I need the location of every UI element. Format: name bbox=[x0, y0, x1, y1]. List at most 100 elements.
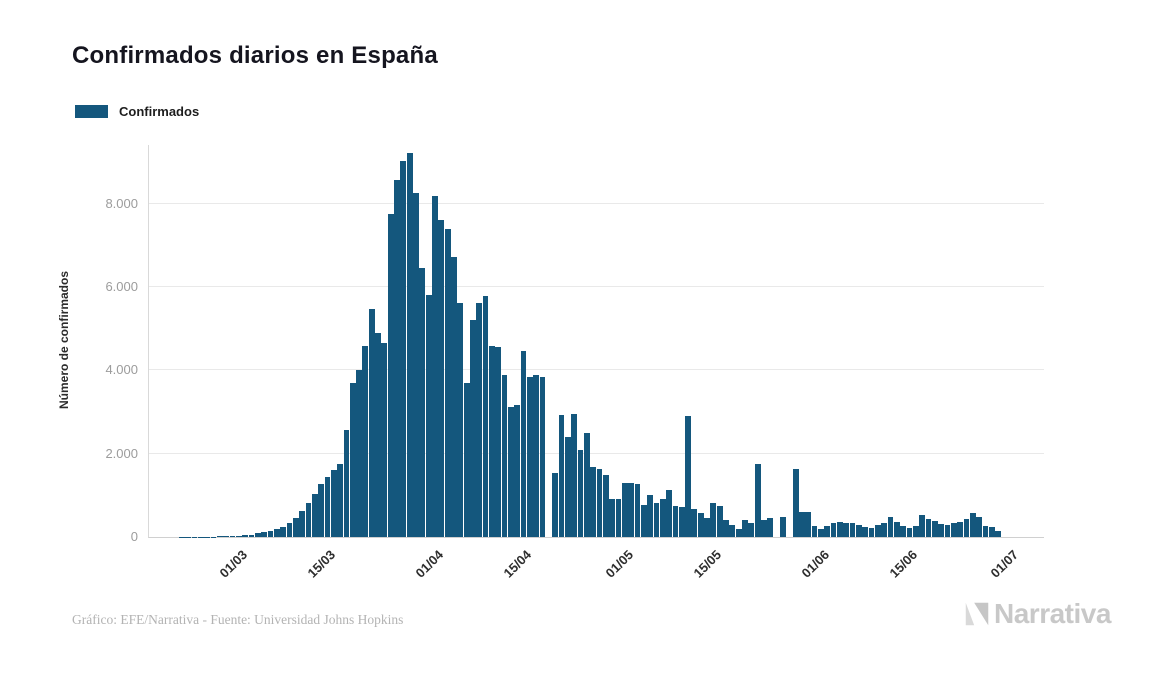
bar bbox=[400, 160, 407, 537]
bar bbox=[267, 530, 274, 537]
bar bbox=[976, 517, 982, 537]
bar bbox=[818, 529, 824, 537]
bar bbox=[362, 346, 369, 537]
bar bbox=[912, 526, 919, 537]
bar bbox=[906, 528, 913, 537]
bar bbox=[261, 531, 268, 537]
narrativa-logo-text: Narrativa bbox=[994, 598, 1111, 629]
y-tick-label: 8.000 bbox=[105, 195, 138, 211]
gridline bbox=[149, 452, 1044, 454]
bar bbox=[742, 520, 748, 537]
bar bbox=[723, 520, 729, 537]
bar bbox=[609, 499, 616, 537]
bar bbox=[324, 476, 331, 537]
bar bbox=[811, 526, 818, 537]
bar bbox=[514, 405, 521, 537]
bar bbox=[893, 521, 900, 537]
bar bbox=[767, 518, 774, 537]
bar bbox=[761, 520, 767, 537]
gridline bbox=[149, 286, 1044, 287]
bar bbox=[406, 153, 413, 537]
bar bbox=[526, 377, 533, 537]
bar bbox=[887, 517, 894, 537]
bar bbox=[299, 510, 305, 537]
bar bbox=[280, 526, 287, 537]
bar bbox=[539, 376, 546, 537]
bar bbox=[558, 415, 565, 537]
bar bbox=[577, 450, 584, 537]
bar bbox=[368, 309, 375, 537]
bar bbox=[615, 499, 622, 537]
gridline bbox=[149, 369, 1044, 371]
bar bbox=[666, 490, 672, 537]
bar bbox=[843, 522, 850, 537]
bar bbox=[489, 346, 495, 537]
bar bbox=[533, 375, 540, 537]
bar bbox=[229, 536, 236, 537]
bar bbox=[444, 229, 451, 537]
footer-credit: Gráfico: EFE/Narrativa - Fuente: Univers… bbox=[72, 612, 404, 627]
bar bbox=[381, 342, 388, 537]
bar bbox=[678, 507, 685, 537]
bar bbox=[672, 506, 679, 537]
bar bbox=[311, 494, 318, 537]
bar bbox=[792, 469, 799, 537]
bar bbox=[394, 180, 400, 537]
bar bbox=[729, 525, 736, 537]
bar bbox=[963, 519, 970, 537]
bar bbox=[564, 437, 571, 537]
bar bbox=[235, 535, 242, 537]
bar bbox=[501, 375, 508, 537]
bar bbox=[318, 484, 324, 537]
bar bbox=[881, 522, 888, 537]
bar bbox=[621, 483, 628, 537]
bar bbox=[957, 521, 964, 537]
bar bbox=[938, 524, 945, 537]
bar bbox=[273, 529, 280, 537]
bar bbox=[799, 511, 805, 537]
bar bbox=[463, 382, 470, 537]
bar bbox=[216, 536, 223, 537]
bar bbox=[248, 534, 255, 537]
y-tick-label: 0 bbox=[130, 529, 138, 544]
y-tick-label: 6.000 bbox=[105, 279, 138, 294]
bar bbox=[330, 470, 337, 537]
bar bbox=[337, 464, 343, 537]
bar bbox=[710, 503, 717, 537]
bar bbox=[508, 406, 514, 537]
bar bbox=[919, 515, 926, 537]
bar bbox=[343, 430, 350, 537]
bar bbox=[659, 499, 666, 537]
bar bbox=[653, 503, 660, 537]
bar bbox=[982, 526, 989, 537]
bar bbox=[691, 509, 698, 537]
bar bbox=[425, 295, 432, 537]
bar bbox=[476, 303, 483, 537]
gridline bbox=[149, 202, 1044, 204]
bar bbox=[438, 220, 445, 537]
bar bbox=[855, 525, 862, 537]
y-tick-label: 4.000 bbox=[105, 362, 138, 378]
bar bbox=[640, 505, 647, 537]
bar-chart-plot-area: 01/03 15/03 01/04 15/04 01/05 15/05 01/06 15/06… bbox=[148, 145, 1044, 581]
bar bbox=[874, 525, 881, 537]
bar bbox=[305, 503, 312, 537]
bar bbox=[292, 518, 299, 537]
bar bbox=[583, 432, 590, 537]
bar bbox=[969, 513, 976, 537]
bar bbox=[647, 495, 653, 537]
legend: Confirmados bbox=[75, 104, 199, 119]
bar bbox=[824, 526, 831, 537]
bar bbox=[748, 522, 755, 537]
bar bbox=[988, 527, 995, 537]
narrativa-logo: Narrativa bbox=[962, 598, 1111, 630]
bar bbox=[862, 526, 869, 537]
bar bbox=[387, 214, 394, 537]
bar bbox=[754, 464, 761, 537]
bar bbox=[254, 533, 261, 537]
bar bbox=[590, 466, 597, 537]
bar bbox=[204, 536, 211, 537]
bar bbox=[780, 516, 786, 537]
legend-label: Confirmados bbox=[119, 104, 200, 119]
bar bbox=[868, 528, 875, 537]
